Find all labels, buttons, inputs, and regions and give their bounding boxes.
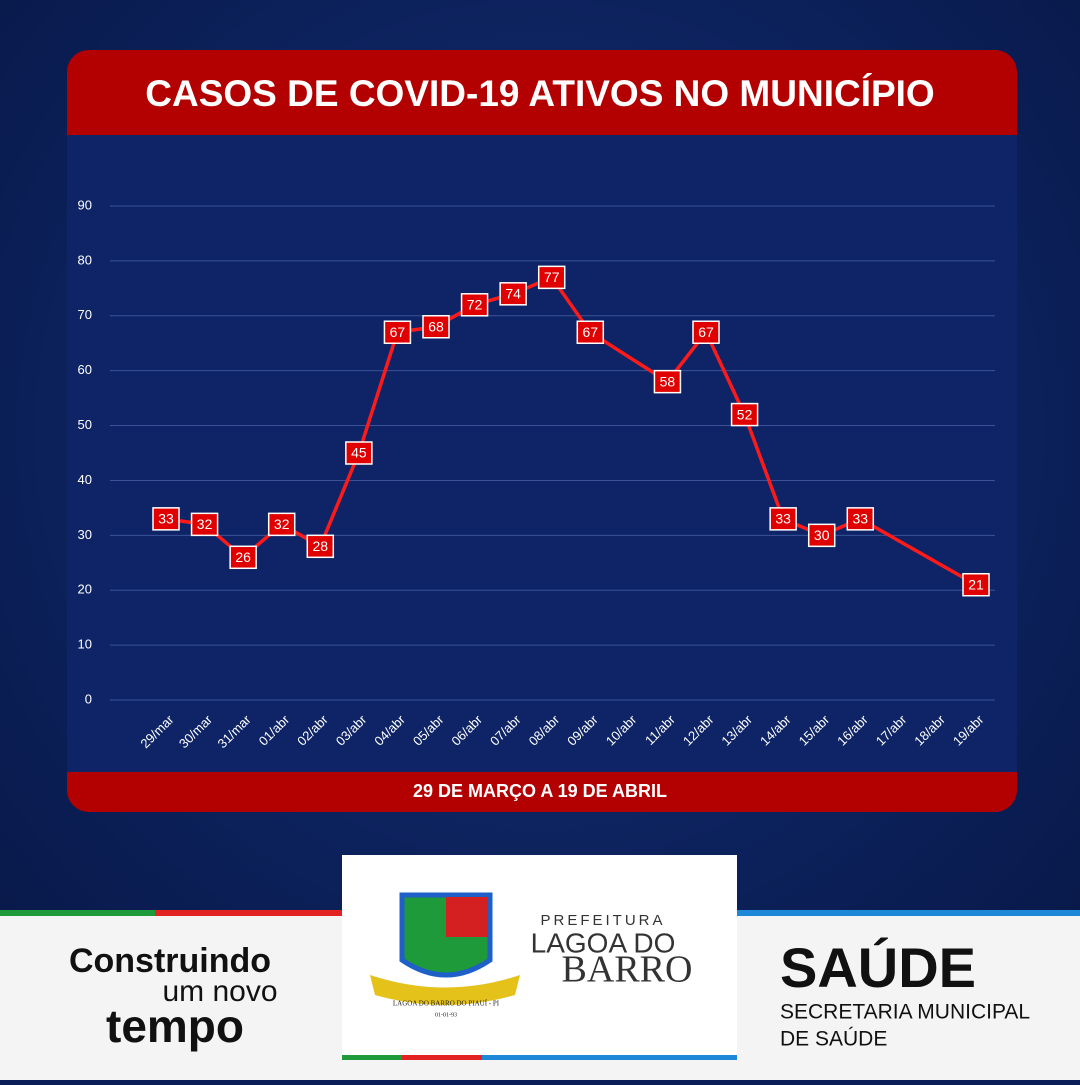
crest-date: 01-01-93	[435, 1012, 457, 1018]
logo-text: um novo	[162, 975, 277, 1008]
y-tick-label: 90	[78, 197, 92, 212]
data-label: 74	[505, 286, 521, 302]
point-marker	[499, 282, 527, 306]
subtitle-band	[67, 772, 1017, 812]
point-marker	[190, 512, 219, 537]
data-label: 72	[467, 297, 483, 313]
y-tick-label: 70	[78, 307, 92, 322]
title-band	[67, 50, 1017, 135]
point-marker	[692, 320, 720, 344]
point-marker	[769, 507, 797, 531]
org-text: PREFEITURA	[540, 912, 665, 929]
point-marker	[962, 572, 990, 597]
dept-text: SECRETARIA MUNICIPAL	[780, 1001, 1030, 1024]
data-label: 30	[814, 527, 830, 543]
data-label: 58	[660, 373, 676, 389]
y-tick-label: 0	[85, 691, 92, 706]
logo-text: tempo	[106, 1000, 244, 1052]
stripe	[155, 910, 345, 916]
data-label: 33	[775, 511, 791, 527]
point-marker	[345, 441, 373, 465]
line-segment	[318, 452, 361, 547]
data-label: 67	[582, 324, 598, 340]
data-label: 45	[351, 445, 367, 461]
data-label: 77	[544, 269, 560, 285]
data-label: 32	[274, 516, 290, 532]
stripe	[402, 1055, 482, 1060]
stripe	[737, 910, 1080, 916]
data-label: 52	[737, 406, 753, 422]
data-label: 33	[158, 511, 174, 527]
point-marker	[267, 512, 296, 537]
point-marker	[576, 320, 605, 344]
y-tick-label: 60	[78, 362, 92, 377]
stripe	[482, 1055, 737, 1060]
dept-text: DE SAÚDE	[780, 1028, 887, 1051]
chart-card	[67, 50, 1017, 812]
org-text: BARRO	[562, 949, 693, 991]
point-marker	[306, 534, 335, 559]
point-marker	[152, 507, 180, 531]
data-label: 68	[428, 318, 444, 334]
point-marker	[383, 320, 412, 344]
data-label: 28	[312, 538, 328, 554]
y-tick-label: 50	[78, 417, 92, 432]
point-marker	[537, 265, 566, 290]
chart-subtitle: 29 DE MARÇO A 19 DE ABRIL	[413, 781, 667, 801]
data-label: 32	[197, 516, 213, 532]
y-tick-label: 80	[78, 252, 92, 267]
stripe	[0, 910, 155, 916]
org-text: LAGOA DO	[531, 927, 676, 958]
line-segment	[704, 331, 747, 416]
stripe	[342, 1055, 402, 1060]
crest-text: LAGOA DO BARRO DO PIAUÍ - PI	[393, 1000, 500, 1008]
data-label: 26	[235, 549, 251, 565]
crest-ribbon	[370, 975, 520, 1005]
line-segment	[357, 331, 400, 454]
line-segment	[859, 517, 977, 587]
line-segment	[742, 413, 785, 520]
dept-title: SAÚDE	[780, 936, 976, 999]
point-marker	[422, 315, 450, 339]
point-marker	[807, 523, 836, 548]
point-marker	[846, 507, 875, 531]
chart-title: CASOS DE COVID-19 ATIVOS NO MUNICÍPIO	[145, 73, 934, 114]
y-tick-label: 40	[78, 472, 92, 487]
y-tick-label: 30	[78, 527, 92, 542]
data-label: 67	[390, 324, 406, 340]
data-label: 21	[968, 576, 984, 592]
logo-text: Construindo	[69, 942, 271, 980]
y-tick-label: 20	[78, 582, 92, 597]
point-marker	[653, 369, 682, 394]
crest-part	[446, 897, 488, 937]
data-label: 33	[852, 511, 868, 527]
point-marker	[460, 293, 489, 317]
point-marker	[730, 402, 759, 427]
point-marker	[229, 545, 257, 570]
data-label: 67	[698, 324, 714, 340]
y-tick-label: 10	[78, 637, 92, 652]
